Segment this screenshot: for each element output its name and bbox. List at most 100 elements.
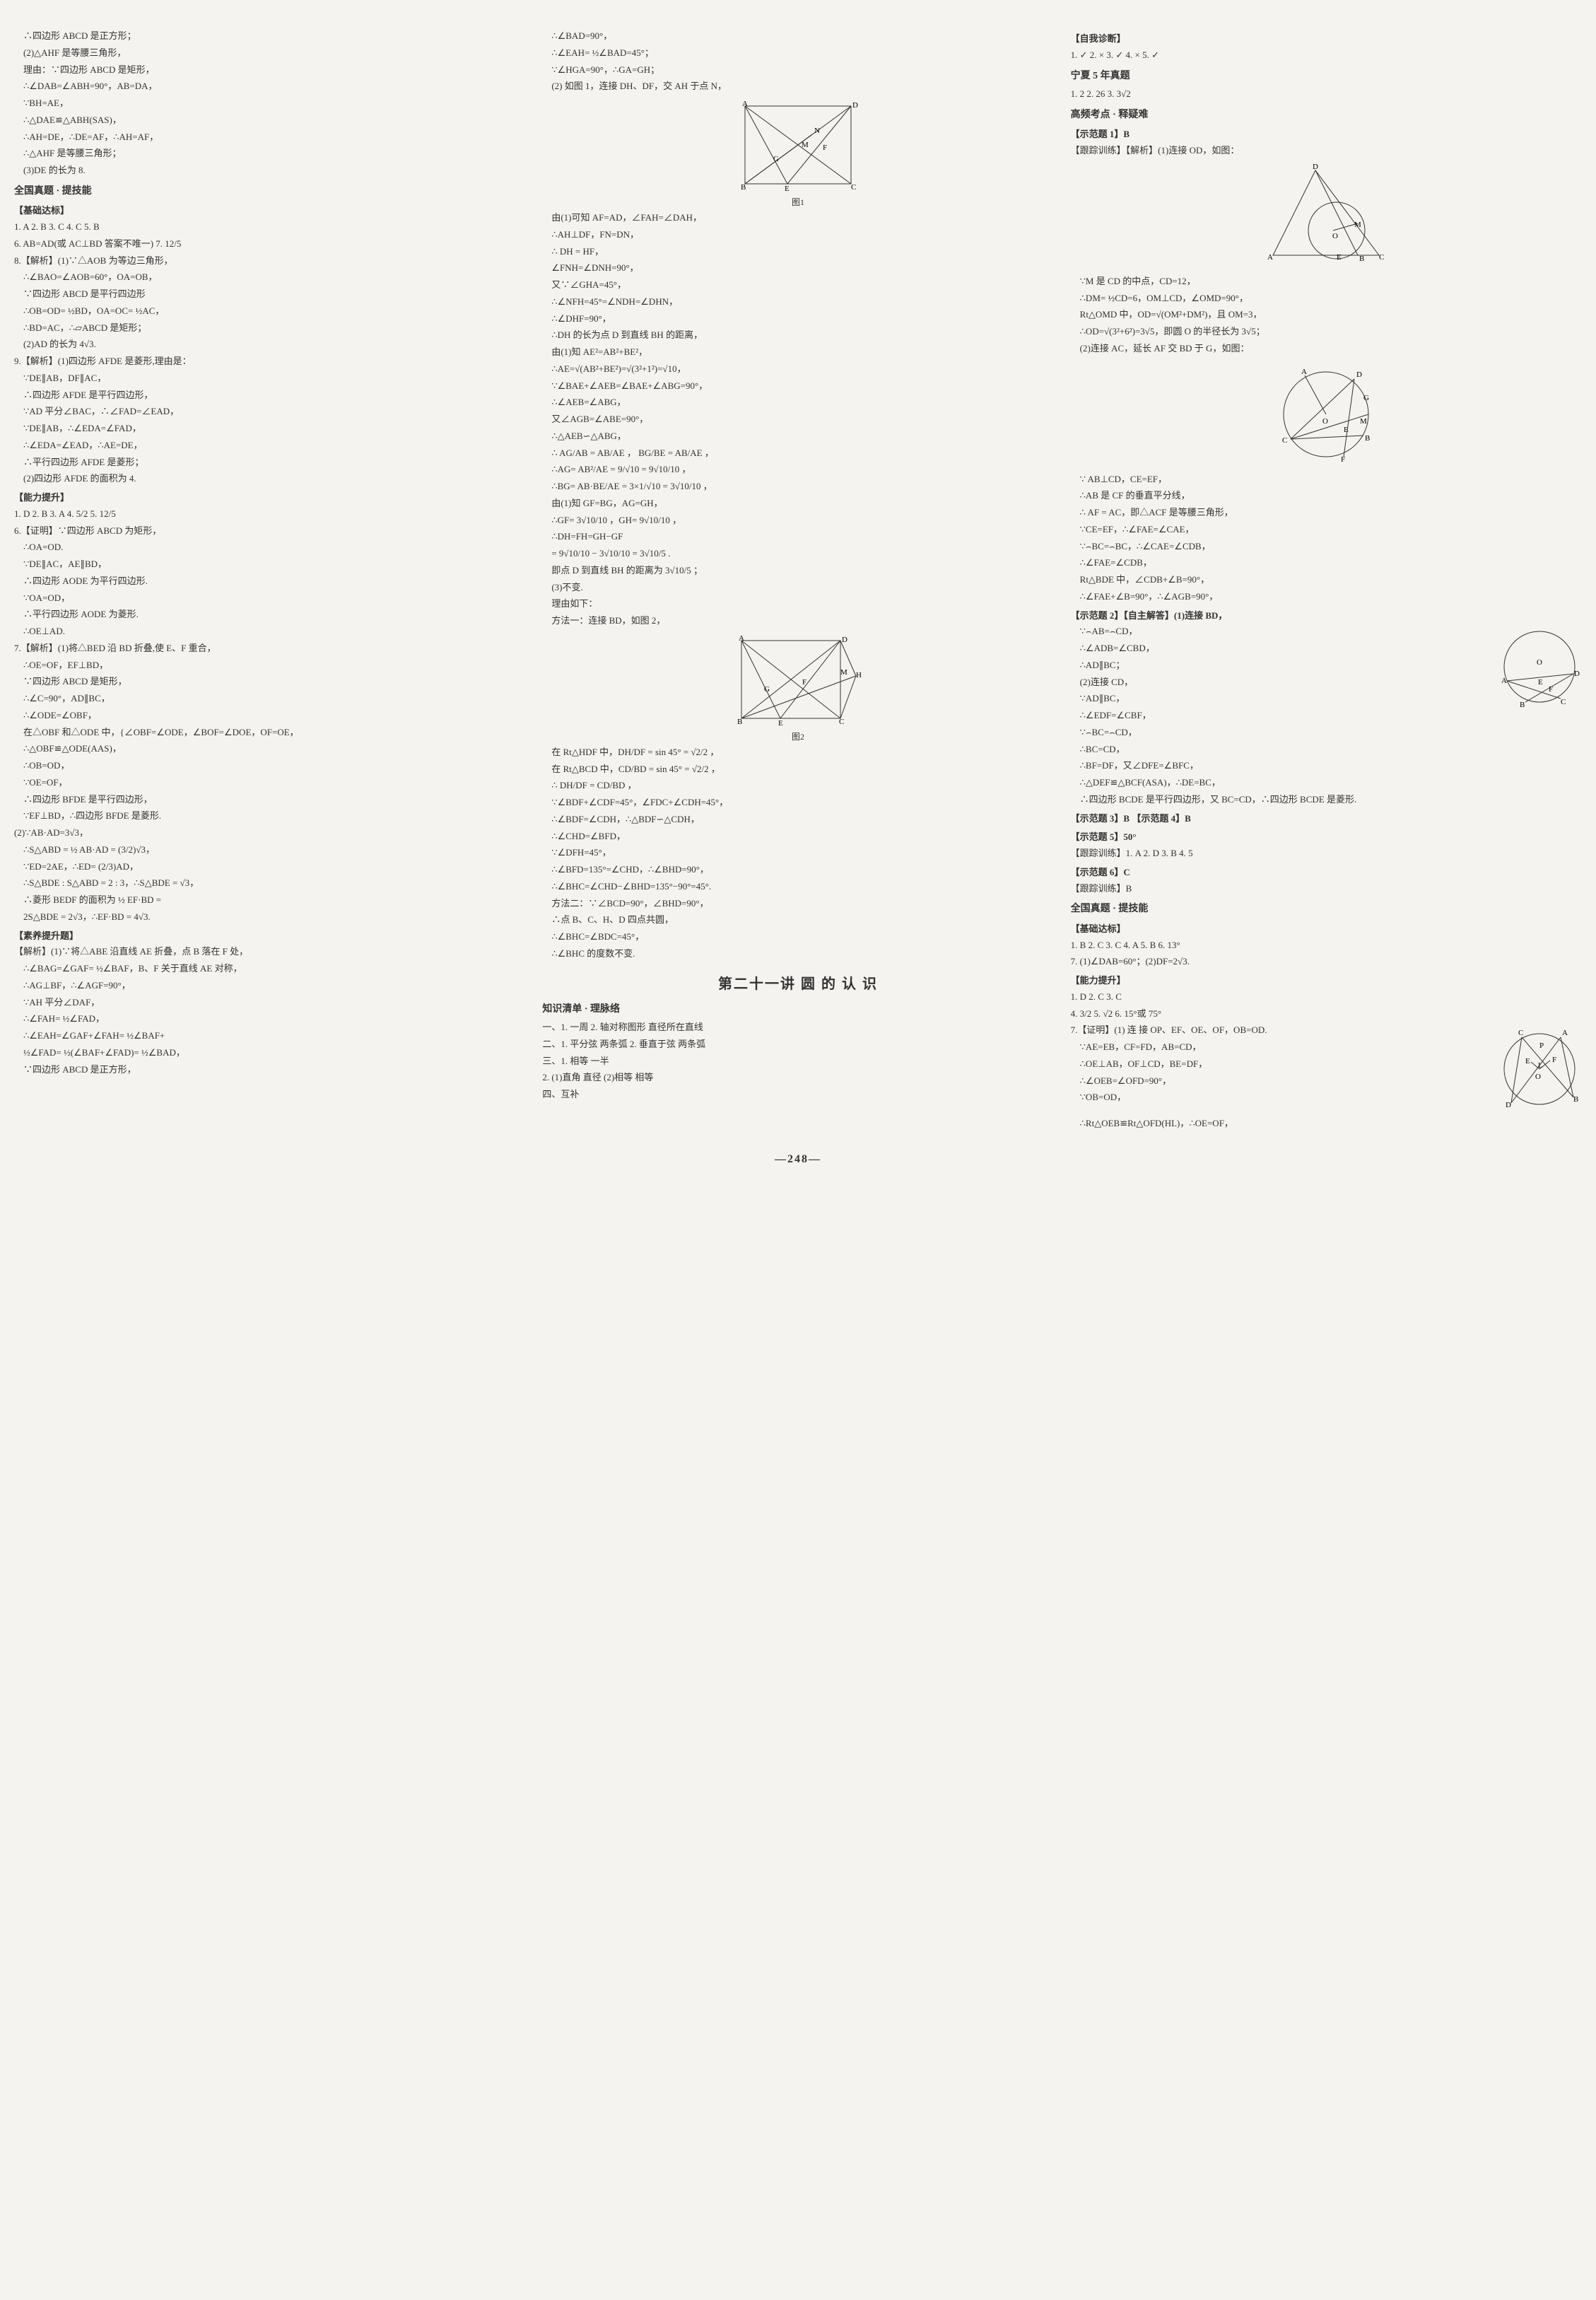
block-basics: 【基础达标】: [14, 203, 525, 219]
national2-head: 全国真题 · 提技能: [1071, 901, 1582, 918]
self-diagnosis-head: 【自我诊断】: [1071, 31, 1582, 47]
svg-text:O: O: [1322, 417, 1328, 426]
page-number: —248—: [14, 1150, 1582, 1169]
text-line: ∴GF= 3√10/10 ，GH= 9√10/10 ，: [542, 513, 1053, 529]
text-line: ∴∠BDF=∠CDH，∴△BDF∽△CDH，: [542, 812, 1053, 828]
text-line: ∴△OBF≌△ODE(AAS)，: [14, 741, 525, 757]
text-line: ∴OE⊥AB，OF⊥CD，BE=DF，: [1071, 1056, 1491, 1073]
svg-text:A: A: [1562, 1029, 1568, 1037]
text-line: 【解析】(1)∵将△ABE 沿直线 AE 折叠，点 B 落在 F 处，: [14, 944, 525, 960]
text-line: ∴AH=DE，∴DE=AF，∴AH=AF，: [14, 129, 525, 146]
knowledge-list-head: 知识清单 · 理脉络: [542, 1001, 1053, 1019]
text-line: ∵AE=EB，CF=FD，AB=CD，: [1071, 1039, 1491, 1056]
text-line: ∵CE=EF，∴∠FAE=∠CAE，: [1071, 522, 1582, 538]
svg-text:E: E: [1538, 678, 1543, 687]
svg-text:A: A: [742, 100, 748, 108]
text-line: 在 Rt△BCD 中，CD/BD = sin 45° = √2/2 ，: [542, 761, 1053, 778]
svg-text:B: B: [741, 183, 746, 191]
svg-text:A: A: [739, 634, 744, 643]
text-line: ∴Rt△OEB≌Rt△OFD(HL)，∴OE=OF，: [1071, 1116, 1582, 1132]
text-line: ∴∠BHC 的度数不变.: [542, 946, 1053, 962]
text-line: ∵四边形 ABCD 是矩形，: [14, 674, 525, 690]
text-line: (2)连接 AC，延长 AF 交 BD 于 G，如图：: [1071, 341, 1582, 357]
text-line: ∵∠BAE+∠AEB=∠BAE+∠ABG=90°，: [542, 378, 1053, 395]
text-line: 在△OBF 和△ODE 中，{∠OBF=∠ODE，∠BOF=∠DOE，OF=OE…: [14, 725, 525, 741]
svg-text:H: H: [856, 671, 862, 679]
text-line: 理由如下：: [542, 596, 1053, 612]
text-line: ∴△AEB∽△ABG，: [542, 428, 1053, 445]
text-line: ∴BF=DF，又∠DFE=∠BFC，: [1071, 758, 1582, 774]
svg-text:E: E: [778, 719, 783, 725]
text-line: ∵ED=2AE，∴ED= (2/3)AD，: [14, 859, 525, 875]
text-line: 方法二：∵∠BCD=90°，∠BHD=90°，: [542, 896, 1053, 912]
model-5-head: 【示范题 5】50°: [1071, 829, 1582, 846]
text-line: (2)AD 的长为 4√3.: [14, 337, 525, 353]
text-line: ∴∠FAE=∠CDB，: [1071, 555, 1582, 571]
text-line: ∴∠BAO=∠AOB=60°，OA=OB，: [14, 269, 525, 286]
text-line: ∴OB=OD= ½BD，OA=OC= ½AC，: [14, 303, 525, 320]
text-line: ∴△DAE≌△ABH(SAS)，: [14, 112, 525, 129]
text-line: ∴∠BFD=135°=∠CHD，∴∠BHD=90°，: [542, 862, 1053, 878]
text-line: 即点 D 到直线 BH 的距离为 3√10/5 ；: [542, 563, 1053, 579]
column-3: 【自我诊断】 1. ✓ 2. × 3. ✓ 4. × 5. ✓ 宁夏 5 年真题…: [1071, 28, 1582, 1133]
text-line: ∴△AHF 是等腰三角形；: [14, 146, 525, 162]
svg-text:D: D: [1313, 163, 1318, 171]
svg-text:C: C: [1561, 698, 1566, 706]
text-line: (2)连接 CD，: [1071, 675, 1491, 691]
text-line: (3)不变.: [542, 580, 1053, 596]
svg-text:A: A: [1267, 253, 1273, 262]
text-line: 又∠AGB=∠ABE=90°，: [542, 411, 1053, 428]
text-line: ∴OA=OD.: [14, 539, 525, 556]
text-line: 由(1)可知 AF=AD，∠FAH=∠DAH，: [542, 210, 1053, 226]
text-line: ∴DH=FH=GH−GF: [542, 529, 1053, 545]
figure-3-diagram: D A B O M E C: [1266, 163, 1386, 269]
text-line: ∴∠DAB=∠ABH=90°，AB=DA，: [14, 78, 525, 95]
text-line: ∴ AF = AC，即△ACF 是等腰三角形，: [1071, 505, 1582, 521]
text-line: ∴ DH = HF，: [542, 244, 1053, 260]
text-line: ½∠FAD= ½(∠BAF+∠FAD)= ½∠BAD，: [14, 1045, 525, 1061]
text-line: ∵ AB⊥CD，CE=EF，: [1071, 472, 1582, 488]
svg-text:B: B: [1520, 701, 1525, 709]
text-line: 7.【解析】(1)将△BED 沿 BD 折叠,使 E、F 重合，: [14, 641, 525, 657]
text-line: ∴DM= ½CD=6，OM⊥CD，∠OMD=90°，: [1071, 291, 1582, 307]
text-line: 8.【解析】(1)∵△AOB 为等边三角形，: [14, 253, 525, 269]
model-6-head: 【示范题 6】C: [1071, 865, 1582, 881]
text-line: ∵∠BDF+∠CDF=45°，∠FDC+∠CDH=45°，: [542, 795, 1053, 811]
text-line: 6. AB=AD(或 AC⊥BD 答案不唯一) 7. 12/5: [14, 236, 525, 252]
svg-text:O: O: [1535, 1073, 1541, 1081]
text-line: 4. 3/2 5. √2 6. 15°或 75°: [1071, 1006, 1582, 1022]
svg-text:O: O: [1537, 658, 1542, 667]
text-line: Rt△BDE 中，∠CDB+∠B=90°，: [1071, 572, 1582, 588]
text-line: ∴BC=CD，: [1071, 742, 1582, 758]
text-line: ∴∠EAH=∠GAF+∠FAH= ½∠BAF+: [14, 1028, 525, 1044]
svg-text:B: B: [1573, 1095, 1578, 1104]
text-line: ∵四边形 ABCD 是正方形，: [14, 1062, 525, 1078]
text-line: ∴∠EDF=∠CBF，: [1071, 708, 1491, 724]
text-line: ∵AD 平分∠BAC，∴∠FAD=∠EAD，: [14, 404, 525, 420]
text-line: ∴∠ADB=∠CBD，: [1071, 641, 1491, 657]
text-line: ∵⌢AB=⌢CD，: [1071, 624, 1491, 640]
figure-4-diagram: D G M A O C E B F: [1273, 361, 1379, 467]
svg-text:C: C: [1282, 436, 1287, 445]
text-line: ∵OE=OF，: [14, 775, 525, 791]
svg-text:D: D: [1356, 370, 1362, 379]
text-line: ∴AB 是 CF 的垂直平分线，: [1071, 488, 1582, 504]
svg-text:C: C: [1379, 253, 1384, 262]
text-line: ∵∠HGA=90°，∴GA=GH；: [542, 62, 1053, 78]
text-line: ∵BH=AE，: [14, 95, 525, 112]
svg-text:P: P: [1539, 1041, 1544, 1050]
figure-5-diagram: O A D E F B C: [1497, 628, 1582, 713]
svg-text:G: G: [1363, 394, 1369, 402]
figure-6-diagram: C A P F E L O D B: [1497, 1027, 1582, 1111]
text-line: ∵∠DFH=45°，: [542, 845, 1053, 861]
text-line: 7. (1)∠DAB=60°；(2)DF=2√3.: [1071, 954, 1582, 970]
svg-text:A: A: [1301, 368, 1307, 376]
text-line: 1. ✓ 2. × 3. ✓ 4. × 5. ✓: [1071, 47, 1582, 64]
text-line: 1. A 2. B 3. C 4. C 5. B: [14, 219, 525, 235]
svg-text:D: D: [852, 101, 858, 110]
text-line: ∵DE∥AB，∴∠EDA=∠FAD，: [14, 421, 525, 437]
text-line: ∠FNH=∠DNH=90°，: [542, 260, 1053, 276]
text-line: 由(1)知 GF=BG，AG=GH，: [542, 496, 1053, 512]
model-1-head: 【示范题 1】B: [1071, 127, 1582, 143]
text-line: ∴△DEF≌△BCF(ASA)，∴DE=BC，: [1071, 775, 1582, 791]
